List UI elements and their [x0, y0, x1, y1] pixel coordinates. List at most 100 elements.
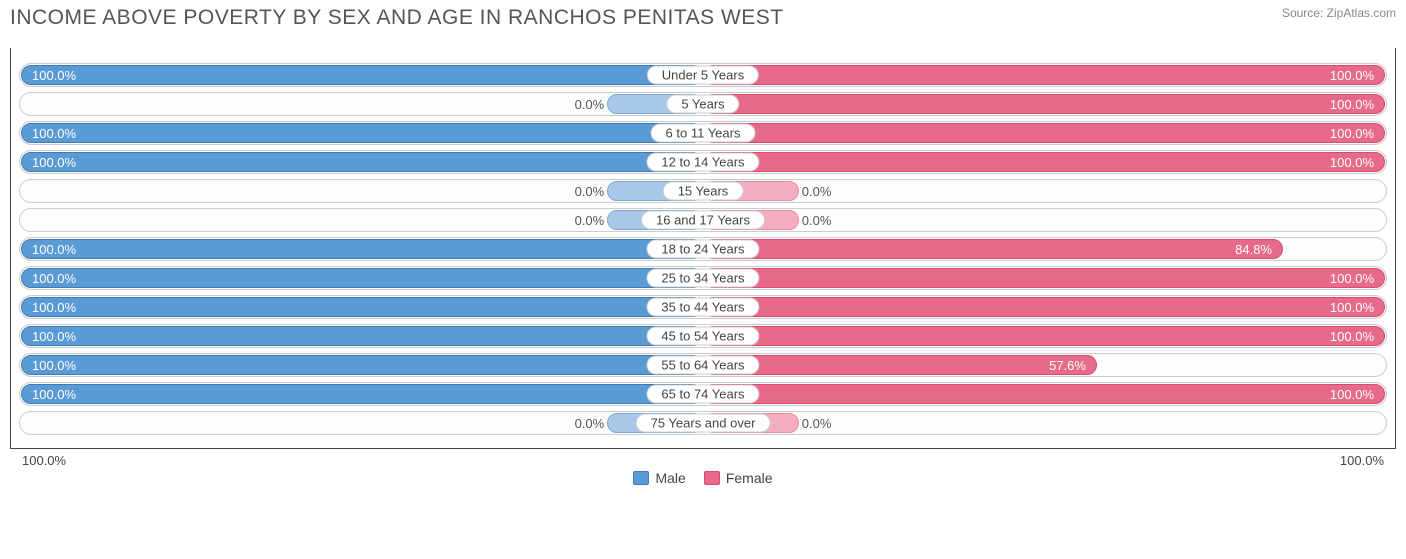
- female-half: 0.0%: [703, 179, 1387, 203]
- female-half: 100.0%: [703, 150, 1387, 174]
- x-axis: 100.0% 100.0%: [10, 449, 1396, 468]
- female-value-label: 100.0%: [1322, 124, 1382, 142]
- male-value-label: 0.0%: [567, 95, 609, 113]
- bar-row: 0.0% 0.0% 15 Years: [19, 179, 1387, 203]
- male-value-label: 100.0%: [24, 153, 84, 171]
- male-value-label: 100.0%: [24, 385, 84, 403]
- female-value-label: 100.0%: [1322, 66, 1382, 84]
- bar-row: 100.0% 100.0% 65 to 74 Years: [19, 382, 1387, 406]
- female-bar: 100.0%: [703, 297, 1385, 317]
- bar-rows: 100.0% 100.0% Under 5 Years 0.0% 100.0% 5 Yea…: [11, 63, 1395, 435]
- male-bar: 100.0%: [21, 123, 703, 143]
- female-bar: 100.0%: [703, 65, 1385, 85]
- female-value-label: 100.0%: [1322, 95, 1382, 113]
- male-half: 100.0%: [19, 353, 703, 377]
- category-label: Under 5 Years: [647, 66, 759, 85]
- female-value-label: 57.6%: [1041, 356, 1094, 374]
- female-bar: 57.6%: [703, 355, 1097, 375]
- female-bar: 100.0%: [703, 94, 1385, 114]
- bar-row: 100.0% 84.8%18 to 24 Years: [19, 237, 1387, 261]
- legend-label-male: Male: [655, 470, 685, 486]
- female-half: 100.0%: [703, 382, 1387, 406]
- bar-row: 100.0% 100.0% 45 to 54 Years: [19, 324, 1387, 348]
- category-label: 35 to 44 Years: [646, 298, 759, 317]
- male-bar: 100.0%: [21, 297, 703, 317]
- female-half: 84.8%: [703, 237, 1387, 261]
- male-bar: 100.0%: [21, 326, 703, 346]
- female-bar: 100.0%: [703, 326, 1385, 346]
- female-half: 0.0%: [703, 208, 1387, 232]
- male-value-label: 100.0%: [24, 327, 84, 345]
- male-half: 100.0%: [19, 121, 703, 145]
- female-half: 100.0%: [703, 92, 1387, 116]
- legend-item-male: Male: [633, 470, 685, 486]
- male-value-label: 0.0%: [567, 182, 609, 200]
- category-label: 12 to 14 Years: [646, 153, 759, 172]
- category-label: 6 to 11 Years: [651, 124, 756, 143]
- legend-swatch-male: [633, 471, 649, 485]
- category-label: 65 to 74 Years: [646, 385, 759, 404]
- female-half: 0.0%: [703, 411, 1387, 435]
- male-half: 0.0%: [19, 208, 703, 232]
- female-value-label: 100.0%: [1322, 327, 1382, 345]
- male-value-label: 0.0%: [567, 414, 609, 432]
- chart-title: INCOME ABOVE POVERTY BY SEX AND AGE IN R…: [10, 6, 784, 30]
- male-value-label: 100.0%: [24, 356, 84, 374]
- category-label: 18 to 24 Years: [646, 240, 759, 259]
- bar-row: 0.0% 100.0% 5 Years: [19, 92, 1387, 116]
- category-label: 5 Years: [666, 95, 739, 114]
- chart-container: INCOME ABOVE POVERTY BY SEX AND AGE IN R…: [0, 0, 1406, 496]
- legend-label-female: Female: [726, 470, 773, 486]
- category-label: 75 Years and over: [636, 414, 771, 433]
- female-bar: 84.8%: [703, 239, 1283, 259]
- bar-row: 100.0% 100.0% 25 to 34 Years: [19, 266, 1387, 290]
- bar-row: 100.0% 57.6% 55 to 64 Years: [19, 353, 1387, 377]
- female-bar: 100.0%: [703, 152, 1385, 172]
- axis-right-label: 100.0%: [1340, 453, 1384, 468]
- male-value-label: 100.0%: [24, 298, 84, 316]
- category-label: 15 Years: [663, 182, 744, 201]
- female-value-label: 100.0%: [1322, 298, 1382, 316]
- female-half: 100.0%: [703, 295, 1387, 319]
- header: INCOME ABOVE POVERTY BY SEX AND AGE IN R…: [10, 6, 1396, 30]
- category-label: 45 to 54 Years: [646, 327, 759, 346]
- male-half: 0.0%: [19, 411, 703, 435]
- female-half: 100.0%: [703, 121, 1387, 145]
- bar-row: 100.0% 100.0% 6 to 11 Years: [19, 121, 1387, 145]
- female-value-label: 100.0%: [1322, 385, 1382, 403]
- female-bar: 100.0%: [703, 384, 1385, 404]
- male-half: 0.0%: [19, 179, 703, 203]
- bar-row: 100.0% 100.0% 35 to 44 Years: [19, 295, 1387, 319]
- category-label: 55 to 64 Years: [646, 356, 759, 375]
- male-value-label: 0.0%: [567, 211, 609, 229]
- female-bar: 100.0%: [703, 123, 1385, 143]
- legend: Male Female: [10, 470, 1396, 486]
- male-value-label: 100.0%: [24, 269, 84, 287]
- category-label: 25 to 34 Years: [646, 269, 759, 288]
- male-half: 100.0%: [19, 237, 703, 261]
- legend-swatch-female: [704, 471, 720, 485]
- female-value-label: 0.0%: [798, 182, 840, 200]
- male-value-label: 100.0%: [24, 124, 84, 142]
- legend-item-female: Female: [704, 470, 773, 486]
- category-label: 16 and 17 Years: [641, 211, 765, 230]
- bar-row: 100.0%100.0%12 to 14 Years: [19, 150, 1387, 174]
- female-value-label: 0.0%: [798, 414, 840, 432]
- male-half: 100.0%: [19, 63, 703, 87]
- female-half: 100.0%: [703, 266, 1387, 290]
- male-half: 100.0%: [19, 266, 703, 290]
- male-value-label: 100.0%: [24, 240, 84, 258]
- male-value-label: 100.0%: [24, 66, 84, 84]
- axis-left-label: 100.0%: [22, 453, 66, 468]
- female-bar: 100.0%: [703, 268, 1385, 288]
- bar-row: 0.0% 0.0% 16 and 17 Years: [19, 208, 1387, 232]
- male-half: 100.0%: [19, 295, 703, 319]
- chart-plot-area: 100.0% 100.0% Under 5 Years 0.0% 100.0% 5 Yea…: [10, 48, 1396, 449]
- female-value-label: 100.0%: [1322, 269, 1382, 287]
- female-value-label: 0.0%: [798, 211, 840, 229]
- female-half: 100.0%: [703, 63, 1387, 87]
- male-bar: 100.0%: [21, 152, 703, 172]
- male-half: 100.0%: [19, 324, 703, 348]
- male-bar: 100.0%: [21, 65, 703, 85]
- male-bar: 100.0%: [21, 384, 703, 404]
